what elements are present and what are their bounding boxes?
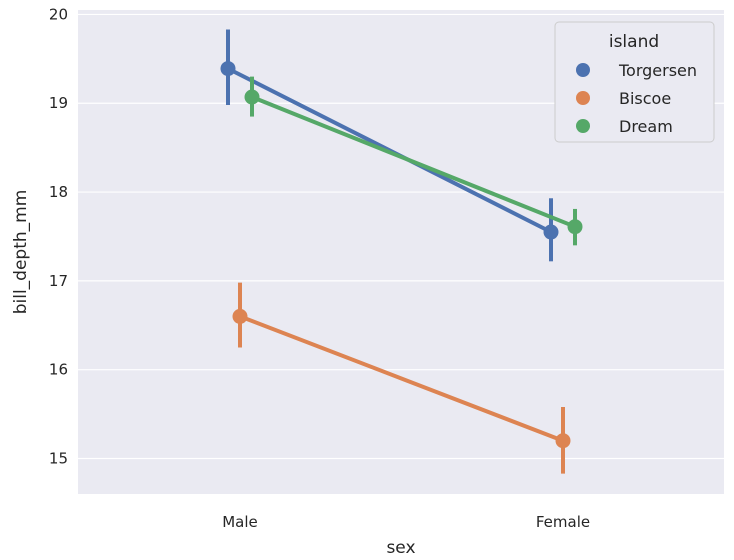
y-tick-label: 18 <box>49 183 68 201</box>
y-tick-label: 15 <box>49 449 68 467</box>
data-point <box>555 433 571 449</box>
series-line <box>250 95 577 229</box>
legend-label: Dream <box>619 117 673 136</box>
y-tick-labels: 15 16 17 18 19 20 <box>49 5 68 467</box>
data-point <box>543 224 559 240</box>
data-point <box>244 89 260 105</box>
legend-label: Biscoe <box>619 89 671 108</box>
series-line <box>238 314 565 443</box>
legend-marker <box>576 91 590 105</box>
y-tick-label: 20 <box>49 5 68 23</box>
data-point <box>232 308 248 324</box>
y-axis-label: bill_depth_mm <box>11 190 31 315</box>
x-tick-label: Female <box>536 513 590 531</box>
legend-marker <box>576 119 590 133</box>
x-tick-labels: Male Female <box>222 513 590 531</box>
y-tick-label: 17 <box>49 272 68 290</box>
y-tick-label: 19 <box>49 94 68 112</box>
x-tick-label: Male <box>222 513 258 531</box>
legend-marker <box>576 63 590 77</box>
y-tick-label: 16 <box>49 361 68 379</box>
legend-items: Torgersen Biscoe Dream <box>576 61 697 136</box>
legend: island Torgersen Biscoe Dream <box>554 21 715 143</box>
legend-label: Torgersen <box>618 61 697 80</box>
data-point <box>220 61 236 77</box>
data-point <box>567 219 583 235</box>
legend-box <box>554 21 715 143</box>
series-marks <box>220 29 583 474</box>
x-axis-label: sex <box>386 538 415 558</box>
legend-title: island <box>609 32 659 52</box>
grid-lines <box>78 13 724 460</box>
